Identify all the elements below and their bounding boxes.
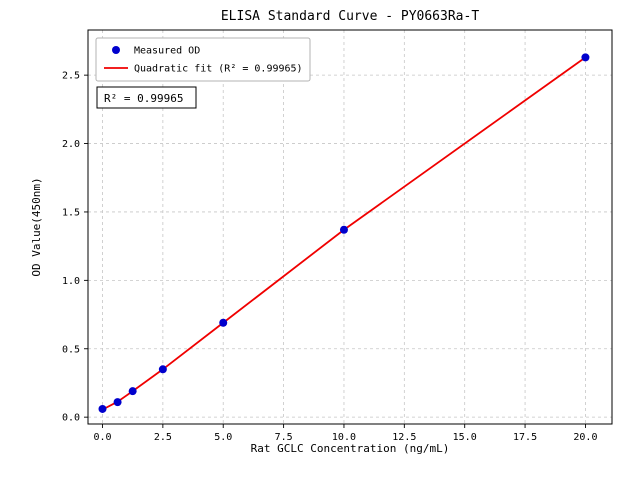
y-axis-label: OD Value(450nm)	[30, 177, 43, 276]
data-point	[113, 398, 122, 407]
data-point	[339, 225, 348, 234]
y-tick-label: 1.0	[62, 276, 80, 287]
y-tick-label: 1.5	[62, 207, 80, 218]
y-axis: 0.0 0.5 1.0 1.5 2.0 2.5	[62, 71, 88, 424]
x-axis-label-text: Rat GCLC Concentration (ng/mL)	[251, 442, 450, 455]
chart-title: ELISA Standard Curve - PY0663Ra-T	[221, 9, 479, 24]
y-axis-label-text: OD Value(450nm)	[30, 177, 43, 276]
y-tick-label: 0.0	[62, 413, 80, 424]
r-squared-text: R² = 0.99965	[104, 92, 183, 105]
y-tick-label: 2.5	[62, 71, 80, 82]
x-tick-label: 5.0	[214, 432, 232, 443]
legend-label-fit: Quadratic fit (R² = 0.99965)	[134, 64, 303, 75]
x-tick-label: 20.0	[573, 432, 597, 443]
x-axis-label: Rat GCLC Concentration (ng/mL)	[251, 442, 450, 455]
plot-border	[87, 29, 613, 425]
data-point	[581, 53, 590, 62]
x-tick-label: 10.0	[332, 432, 356, 443]
y-tick-label: 2.0	[62, 139, 80, 150]
legend-marker-dot	[112, 46, 120, 54]
data-point	[219, 318, 228, 327]
measured-od-points	[98, 53, 590, 413]
x-tick-label: 17.5	[513, 432, 537, 443]
chart-title-text: ELISA Standard Curve - PY0663Ra-T	[221, 9, 479, 24]
x-tick-label: 7.5	[275, 432, 293, 443]
x-tick-label: 15.0	[453, 432, 477, 443]
data-point	[158, 365, 167, 374]
y-tick-label: 0.5	[62, 344, 80, 355]
x-tick-label: 2.5	[154, 432, 172, 443]
x-tick-label: 0.0	[93, 432, 111, 443]
legend-label-measured: Measured OD	[134, 46, 200, 57]
data-point	[98, 404, 107, 413]
x-tick-label: 12.5	[392, 432, 416, 443]
r-squared-annotation: R² = 0.99965	[96, 86, 197, 109]
data-point	[128, 387, 137, 396]
x-axis: 0.0 2.5 5.0 7.5 10.0 12.5 15.0 17.5 20.0	[93, 424, 597, 443]
legend: Measured OD Quadratic fit (R² = 0.99965)	[95, 37, 311, 82]
